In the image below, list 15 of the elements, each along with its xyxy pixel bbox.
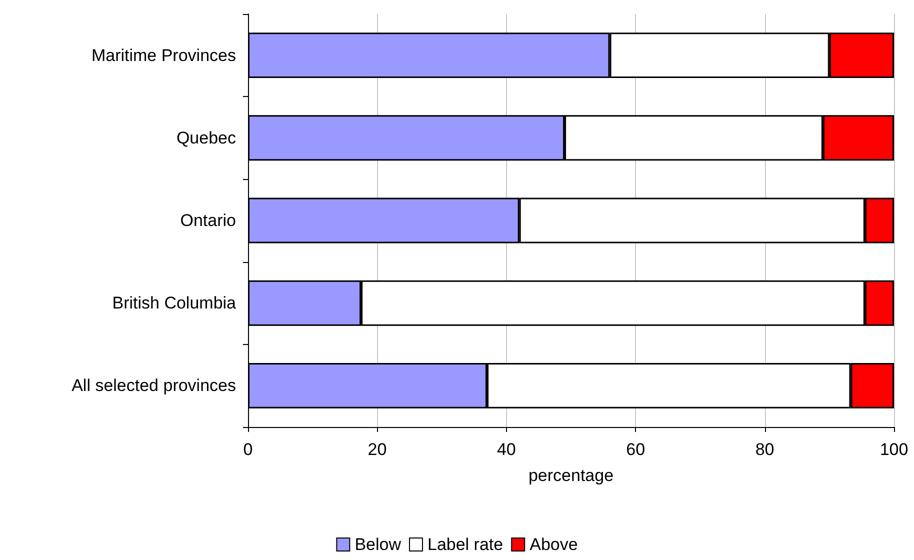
y-tick-label: Maritime Provinces [91,46,236,65]
legend-label: Label rate [427,535,504,554]
legend-label: Below [354,535,402,554]
y-tick-label: Ontario [180,211,236,230]
x-tick-label: 80 [755,440,774,459]
y-tick-label: All selected provinces [72,376,236,396]
x-axis-title: percentage [528,466,614,485]
legend-label: Above [530,535,578,554]
x-tick-label: 20 [368,440,387,459]
x-tick-label: 40 [496,440,516,459]
y-tick-label: British Columbia [112,294,237,313]
x-tick-label: 0 [243,440,253,459]
x-tick-label: 100 [880,440,908,459]
x-tick-label: 60 [626,440,646,459]
y-tick-label: Quebec [176,128,236,148]
